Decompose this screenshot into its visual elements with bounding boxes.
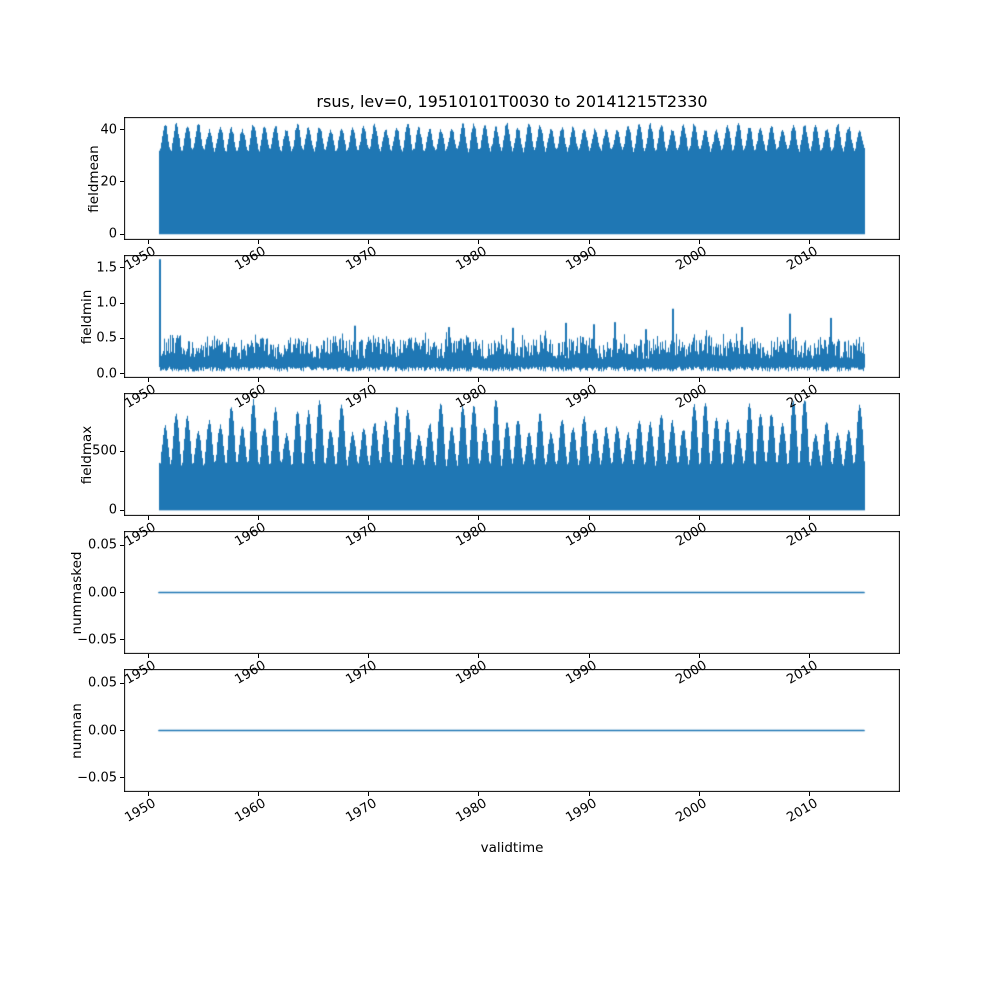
x-tick-mark xyxy=(147,378,149,382)
y-tick-label: 1.5 xyxy=(96,260,117,276)
x-tick-mark xyxy=(809,792,811,796)
x-tick-mark xyxy=(809,378,811,382)
x-axis-title: validtime xyxy=(480,840,544,856)
nummasked-plot xyxy=(124,531,900,654)
x-tick-mark xyxy=(478,792,480,796)
y-tick-label: 0 xyxy=(108,502,117,518)
x-tick-mark xyxy=(588,516,590,520)
y-tick-mark xyxy=(120,181,124,183)
y-tick-label: 20 xyxy=(100,174,117,190)
x-tick-mark xyxy=(478,654,480,658)
x-tick-label: 2010 xyxy=(783,796,821,826)
fieldmax-plot xyxy=(124,393,900,516)
x-tick-mark xyxy=(588,378,590,382)
x-tick-mark xyxy=(368,516,370,520)
y-tick-mark xyxy=(120,730,124,731)
y-tick-label: 0.05 xyxy=(88,675,117,691)
y-tick-label: 0.5 xyxy=(96,330,117,346)
axes-fieldmean xyxy=(124,117,900,240)
x-tick-mark xyxy=(368,654,370,658)
y-tick-label: 0.00 xyxy=(88,585,117,600)
y-tick-label: −0.05 xyxy=(77,632,117,648)
axes-fieldmax xyxy=(124,393,900,516)
x-tick-mark xyxy=(698,516,700,520)
y-tick-label: 0.00 xyxy=(88,723,117,738)
y-tick-mark xyxy=(120,373,124,375)
x-tick-mark xyxy=(478,378,480,382)
x-tick-mark xyxy=(698,240,700,244)
y-tick-label: 40 xyxy=(100,122,117,138)
axes-numnan xyxy=(124,669,900,792)
x-tick-mark xyxy=(368,240,370,244)
x-tick-mark xyxy=(147,240,149,244)
figure-title: rsus, lev=0, 19510101T0030 to 20141215T2… xyxy=(316,92,708,111)
x-tick-label: 1980 xyxy=(453,796,490,826)
x-tick-mark xyxy=(809,516,811,520)
x-tick-mark xyxy=(588,240,590,244)
y-axis-label-numnan: numnan xyxy=(69,702,85,759)
x-tick-mark xyxy=(257,654,259,658)
x-tick-label: 1990 xyxy=(563,796,600,826)
axes-nummasked xyxy=(124,531,900,654)
y-tick-mark xyxy=(120,233,124,235)
y-tick-label: 0.0 xyxy=(96,366,117,382)
y-tick-label: 1.0 xyxy=(96,295,117,311)
fieldmin-plot xyxy=(124,255,900,378)
x-tick-mark xyxy=(368,378,370,382)
y-axis-label-nummasked: nummasked xyxy=(69,551,85,634)
y-tick-label: 500 xyxy=(92,443,117,459)
x-tick-mark xyxy=(809,240,811,244)
x-tick-label: 1970 xyxy=(343,796,380,826)
x-tick-mark xyxy=(147,516,149,520)
x-tick-mark xyxy=(478,516,480,520)
x-tick-label: 1950 xyxy=(122,796,159,826)
x-tick-label: 1960 xyxy=(232,796,269,826)
x-tick-mark xyxy=(368,792,370,796)
y-tick-mark xyxy=(120,639,124,641)
y-tick-mark xyxy=(120,777,124,779)
y-tick-mark xyxy=(120,267,124,269)
x-tick-mark xyxy=(257,792,259,796)
x-tick-mark xyxy=(698,378,700,382)
x-tick-mark xyxy=(809,654,811,658)
x-tick-mark xyxy=(698,792,700,796)
y-tick-mark xyxy=(120,302,124,304)
y-tick-mark xyxy=(120,682,124,684)
y-tick-mark xyxy=(120,509,124,511)
fieldmean-plot xyxy=(124,117,900,240)
x-tick-mark xyxy=(588,792,590,796)
x-tick-mark xyxy=(257,240,259,244)
x-tick-mark xyxy=(147,792,149,796)
x-tick-mark xyxy=(588,654,590,658)
y-tick-mark xyxy=(120,337,124,339)
x-tick-mark xyxy=(257,516,259,520)
x-tick-mark xyxy=(257,378,259,382)
y-tick-label: −0.05 xyxy=(77,770,117,786)
x-tick-mark xyxy=(147,654,149,658)
y-tick-mark xyxy=(120,544,124,546)
y-tick-label: 0.05 xyxy=(88,537,117,553)
numnan-plot xyxy=(124,669,900,792)
y-tick-mark xyxy=(120,129,124,131)
x-tick-mark xyxy=(698,654,700,658)
y-axis-label-fieldmin: fieldmin xyxy=(79,289,95,344)
x-tick-label: 2000 xyxy=(673,796,710,826)
axes-fieldmin xyxy=(124,255,900,378)
y-tick-label: 0 xyxy=(108,226,117,242)
y-tick-mark xyxy=(120,592,124,593)
x-tick-mark xyxy=(478,240,480,244)
y-tick-mark xyxy=(120,450,124,452)
